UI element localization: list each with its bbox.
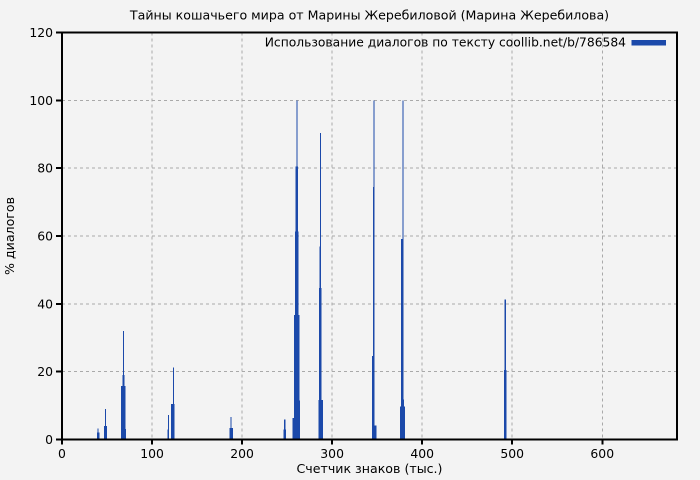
y-tick-label-60: 60 xyxy=(37,229,53,244)
bar-spike xyxy=(319,132,321,440)
bar-spike xyxy=(400,239,404,440)
data-series-bars xyxy=(96,100,507,440)
x-tick-label-100: 100 xyxy=(140,446,164,461)
bar-spike xyxy=(124,428,127,440)
x-tick-label-400: 400 xyxy=(410,446,434,461)
y-tick-label-120: 120 xyxy=(29,25,53,40)
bar-spike xyxy=(402,100,404,440)
axis-ticks xyxy=(56,31,604,445)
x-tick-label-0: 0 xyxy=(58,446,66,461)
bar-spike xyxy=(504,299,506,440)
x-tick-labels: 0 100 200 300 400 500 600 xyxy=(58,446,614,461)
y-tick-label-20: 20 xyxy=(37,364,53,379)
y-axis-label: % диалогов xyxy=(2,197,17,275)
bar-spike xyxy=(373,100,375,440)
y-tick-label-0: 0 xyxy=(45,432,53,447)
legend-swatch xyxy=(631,40,666,46)
x-tick-label-600: 600 xyxy=(590,446,614,461)
chart-title: Тайны кошачьего мира от Марины Жеребилов… xyxy=(129,8,609,23)
bar-spike xyxy=(172,367,174,440)
bar-spike xyxy=(97,428,99,440)
y-tick-label-80: 80 xyxy=(37,161,53,176)
x-tick-label-500: 500 xyxy=(500,446,524,461)
x-tick-label-200: 200 xyxy=(230,446,254,461)
y-tick-label-100: 100 xyxy=(29,93,53,108)
x-tick-label-300: 300 xyxy=(320,446,344,461)
bar-spike xyxy=(230,416,232,440)
y-tick-label-40: 40 xyxy=(37,296,53,311)
bar-spike xyxy=(284,419,286,440)
bar-spike xyxy=(167,415,169,440)
y-tick-labels: 0 20 40 60 80 100 120 xyxy=(29,25,53,447)
bar-spike xyxy=(298,400,301,440)
bar-spike xyxy=(122,330,124,440)
bar-spike xyxy=(105,408,107,440)
bar-spike xyxy=(296,100,298,440)
gridlines xyxy=(62,32,677,440)
legend-label: Использование диалогов по тексту coollib… xyxy=(265,36,626,50)
x-axis-label: Счетчик знаков (тыс.) xyxy=(297,461,443,476)
